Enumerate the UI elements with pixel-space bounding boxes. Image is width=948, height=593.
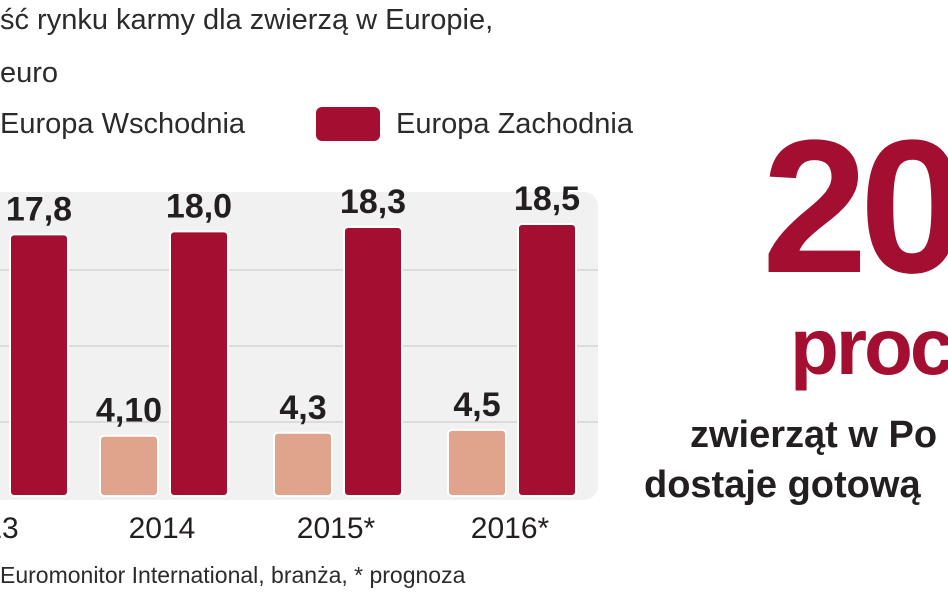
- tick-label-3: 2016*: [471, 512, 550, 545]
- bar-east-2: [273, 431, 333, 498]
- legend-swatch-west: [316, 107, 380, 141]
- label-west-3: 18,5: [514, 180, 580, 218]
- label-west-0: 17,8: [6, 190, 72, 228]
- tick-label-2: 2015*: [297, 512, 376, 545]
- tick-label-1: 2014: [129, 512, 196, 545]
- bar-west-0: [9, 233, 69, 497]
- bar-east-1: [99, 434, 159, 498]
- callout-line-1: zwierząt w Po: [690, 414, 938, 456]
- callout-number: 20: [762, 101, 948, 313]
- legend-label-east: Europa Wschodnia: [0, 108, 246, 140]
- tick-label-0: 13: [0, 512, 19, 545]
- bar-west-1: [169, 230, 229, 497]
- label-west-1: 18,0: [166, 187, 232, 225]
- callout-line-2: dostaje gotową: [644, 464, 921, 506]
- label-east-1: 4,10: [96, 392, 162, 430]
- bar-east-3: [447, 428, 507, 498]
- source-note: Euromonitor International, branża, * pro…: [0, 562, 466, 588]
- legend-item-west: Europa Zachodnia: [316, 104, 633, 144]
- label-east-3: 4,5: [453, 386, 500, 424]
- chart-subtitle: euro: [0, 57, 59, 89]
- label-west-2: 18,3: [340, 183, 406, 221]
- bar-west-3: [517, 223, 577, 498]
- legend-label-west: Europa Zachodnia: [396, 108, 633, 140]
- bar-west-2: [343, 225, 403, 498]
- legend-item-east: Europa Wschodnia: [0, 104, 245, 144]
- label-east-2: 4,3: [279, 389, 326, 427]
- callout-unit: proc.: [790, 302, 948, 391]
- chart-title: ść rynku karmy dla zwierzą w Europie,: [0, 4, 494, 36]
